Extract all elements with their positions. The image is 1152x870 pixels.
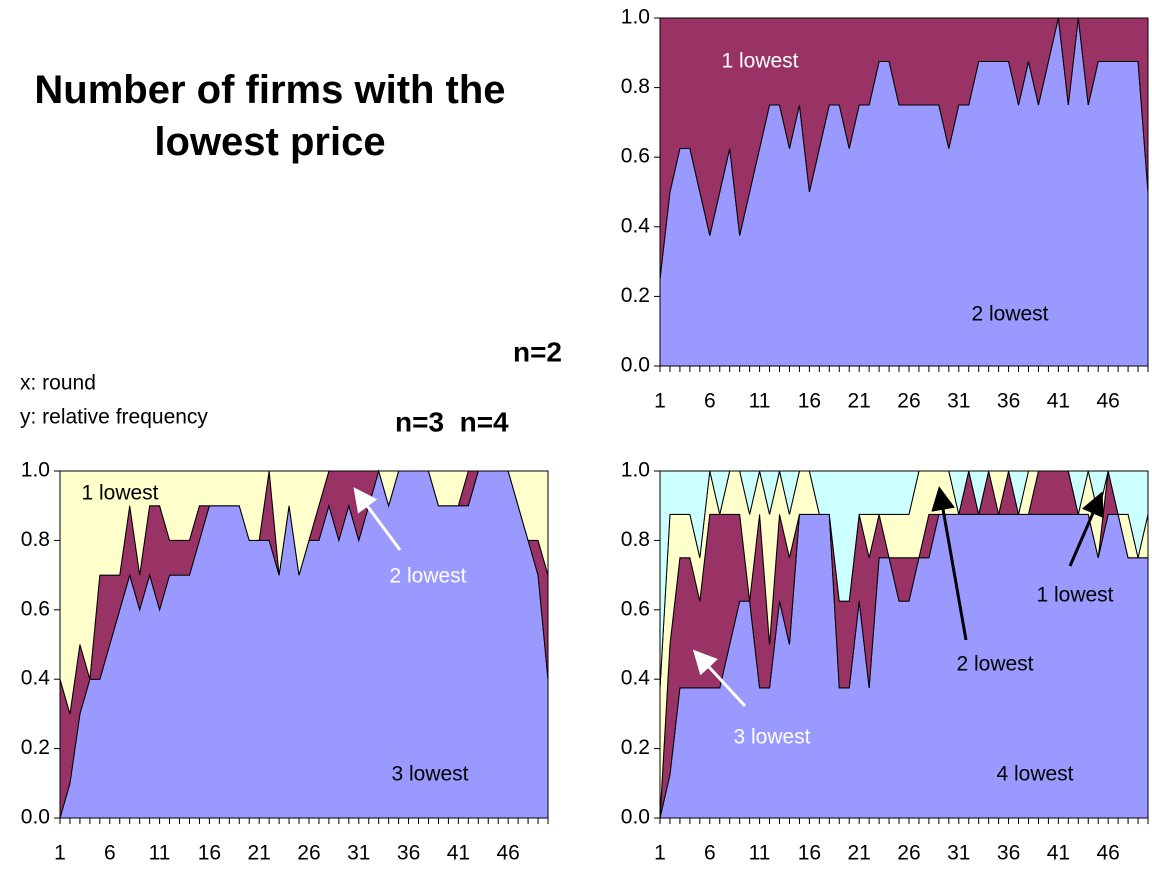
area [659,17,1149,280]
y-tick-label: 0.8 [621,75,650,98]
x-tick-label: 26 [897,842,920,865]
x-tick-label: 41 [1047,842,1070,865]
y-tick-label: 0.0 [621,806,650,829]
arrow [353,487,402,551]
x-tick-label: 6 [704,390,716,413]
x-tick-label: 16 [198,842,221,865]
y-note: y: relative frequency [20,406,208,429]
x-tick-label: 1 [654,842,666,865]
x-tick-label: 16 [798,842,821,865]
n-label: n=2 [513,336,562,367]
x-tick-label: 11 [149,842,171,865]
x-tick-label: 11 [749,842,771,865]
y-tick-label: 0.0 [621,354,650,377]
y-tick-label: 0.8 [21,528,50,551]
x-tick-label: 26 [897,390,920,413]
x-tick-label: 11 [749,390,771,413]
x-tick-label: 46 [496,842,519,865]
x-tick-label: 41 [1047,390,1070,413]
series-label: 3 lowest [391,763,468,786]
x-tick-label: 16 [798,390,821,413]
x-tick-label: 36 [997,390,1020,413]
y-tick-label: 0.8 [621,528,650,551]
series-label: 1 lowest [721,50,798,73]
series-label: 1 lowest [81,482,158,505]
x-tick-label: 46 [1096,842,1119,865]
series-label: 3 lowest [733,726,810,749]
series-label: 4 lowest [996,763,1073,786]
series-label: 2 lowest [389,565,466,588]
x-tick-label: 41 [447,842,470,865]
x-tick-label: 1 [654,390,666,413]
y-tick-label: 1.0 [21,459,50,482]
series-label: 1 lowest [1036,584,1113,607]
x-note: x: round [20,372,96,395]
x-tick-label: 31 [947,390,970,413]
x-tick-label: 21 [248,842,271,865]
arrow [692,649,747,708]
x-tick-label: 31 [347,842,370,865]
x-tick-label: 46 [1096,390,1119,413]
x-tick-label: 6 [704,842,716,865]
y-tick-label: 0.4 [621,214,651,237]
area [59,470,549,715]
heading: Number of firms with the lowest price [34,68,506,164]
y-tick-label: 0.4 [621,667,651,690]
y-tick-label: 0.2 [621,736,650,759]
arrow [931,486,968,641]
x-tick-label: 36 [997,842,1020,865]
x-tick-label: 21 [848,842,871,865]
y-tick-label: 0.0 [21,806,50,829]
y-tick-label: 0.2 [621,284,650,307]
y-tick-label: 0.6 [621,145,650,168]
x-tick-label: 6 [104,842,116,865]
x-tick-label: 31 [947,842,970,865]
x-tick-label: 21 [848,390,871,413]
n-label: n=3 n=4 [395,406,509,437]
y-tick-label: 1.0 [621,459,650,482]
arrow [1068,491,1104,567]
y-tick-label: 1.0 [621,6,650,29]
x-tick-label: 1 [54,842,66,865]
y-tick-label: 0.2 [21,736,50,759]
y-tick-label: 0.4 [21,667,51,690]
y-tick-label: 0.6 [621,597,650,620]
x-tick-label: 36 [397,842,420,865]
y-tick-label: 0.6 [21,597,50,620]
series-label: 2 lowest [971,303,1048,326]
x-tick-label: 26 [297,842,320,865]
series-label: 2 lowest [956,653,1033,676]
